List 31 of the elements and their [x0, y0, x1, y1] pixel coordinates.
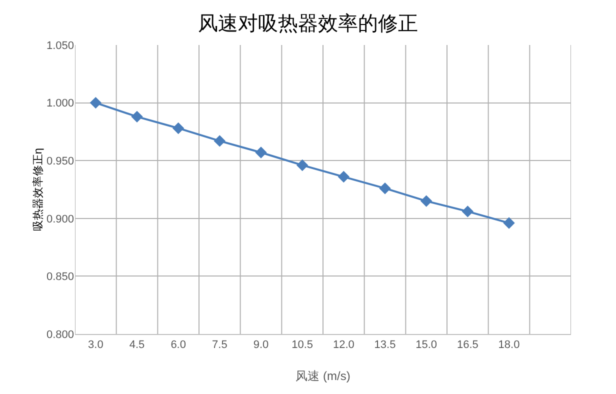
- point: [420, 195, 432, 207]
- point: [214, 135, 226, 147]
- point: [90, 96, 102, 109]
- x-tick-label: 13.5: [374, 339, 396, 352]
- y-tick-label: 0.950: [46, 155, 74, 168]
- x-tick-label: 18.0: [498, 339, 520, 352]
- x-tick-label: 16.5: [456, 339, 478, 352]
- x-tick-label: 6.0: [170, 339, 186, 352]
- y-tick-label: 0.800: [46, 328, 74, 341]
- point: [172, 122, 184, 134]
- x-tick-label: 10.5: [292, 339, 314, 352]
- x-tick-label: 3.0: [88, 339, 104, 352]
- point: [131, 110, 143, 123]
- chart-title: 风速对吸热器效率的修正: [198, 12, 418, 35]
- y-tick-label: 0.850: [46, 271, 74, 284]
- x-tick-label: 4.5: [129, 339, 145, 352]
- point: [296, 159, 308, 172]
- y-axis-title: 吸热器效率修正η: [31, 148, 44, 232]
- x-tick-label: 12.0: [332, 339, 354, 352]
- x-tick-label: 15.0: [416, 339, 438, 352]
- point: [255, 146, 267, 158]
- y-tick-label: 1.050: [46, 40, 74, 52]
- point: [379, 182, 391, 194]
- point: [338, 170, 350, 183]
- point: [503, 217, 515, 229]
- point: [462, 206, 474, 218]
- x-tick-label: 7.5: [212, 339, 228, 352]
- y-tick-label: 0.900: [46, 213, 74, 226]
- x-axis-title: 风速 (m/s): [296, 369, 350, 383]
- y-tick-label: 1.000: [46, 98, 74, 110]
- x-tick-label: 9.0: [253, 339, 269, 352]
